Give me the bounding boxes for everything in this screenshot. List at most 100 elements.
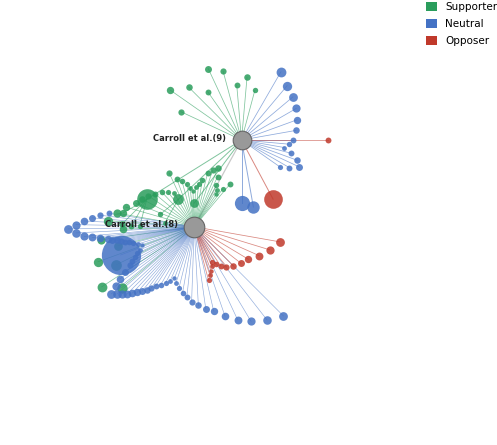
Point [190, 223, 198, 231]
Point [221, 313, 229, 320]
Point [126, 262, 134, 269]
Point [174, 196, 182, 203]
Point [293, 116, 301, 123]
Point [289, 93, 297, 101]
Point [289, 137, 297, 144]
Point [88, 214, 96, 221]
Point [166, 277, 174, 284]
Point [104, 235, 112, 243]
Point [325, 137, 332, 144]
Point [212, 261, 220, 268]
Point [279, 312, 287, 320]
Point [143, 286, 151, 293]
Point [108, 236, 116, 243]
Point [263, 316, 271, 324]
Point [190, 199, 198, 206]
Point [152, 283, 160, 290]
Point [162, 279, 169, 287]
Point [166, 87, 174, 94]
Point [138, 241, 146, 248]
Point [138, 195, 146, 202]
Point [157, 211, 165, 218]
Point [116, 275, 124, 282]
Point [183, 181, 191, 188]
Point [214, 173, 222, 180]
Point [207, 267, 215, 275]
Point [183, 294, 191, 301]
Point [125, 238, 133, 245]
Point [119, 226, 127, 233]
Point [164, 189, 172, 196]
Point [178, 289, 186, 296]
Point [117, 238, 125, 245]
Point [287, 150, 295, 157]
Point [186, 184, 194, 191]
Point [94, 258, 102, 265]
Point [285, 164, 293, 171]
Point [104, 210, 112, 217]
Point [122, 204, 130, 211]
Point [170, 190, 178, 197]
Point [81, 233, 88, 240]
Point [118, 291, 126, 298]
Point [188, 298, 196, 305]
Point [217, 263, 225, 270]
Point [147, 284, 155, 291]
Point [213, 186, 221, 193]
Point [178, 178, 186, 185]
Point [219, 186, 227, 193]
Point [280, 144, 288, 151]
Point [283, 82, 291, 89]
Point [111, 283, 119, 290]
Point [247, 318, 255, 325]
Point [202, 305, 210, 312]
Point [219, 68, 227, 75]
Point [269, 196, 277, 203]
Point [134, 240, 142, 247]
Point [136, 246, 144, 253]
Point [112, 261, 120, 268]
Point [131, 254, 139, 261]
Point [72, 221, 80, 228]
Point [208, 263, 216, 270]
Point [255, 252, 263, 259]
Point [104, 217, 112, 224]
Point [198, 177, 206, 184]
Point [243, 73, 251, 81]
Point [249, 203, 257, 210]
Point [292, 105, 300, 112]
Point [276, 164, 284, 171]
Point [114, 242, 122, 249]
Point [238, 137, 246, 144]
Point [96, 236, 104, 243]
Point [132, 199, 140, 206]
Point [119, 210, 127, 217]
Point [72, 229, 80, 236]
Point [113, 237, 121, 244]
Point [127, 223, 135, 230]
Point [277, 68, 285, 75]
Point [113, 210, 121, 217]
Point [184, 84, 192, 91]
Point [157, 281, 165, 288]
Point [118, 284, 126, 291]
Point [166, 170, 173, 177]
Point [195, 180, 203, 187]
Text: Carroll et al.(9): Carroll et al.(9) [153, 134, 226, 142]
Point [128, 258, 136, 265]
Point [204, 88, 212, 95]
Point [96, 212, 104, 219]
Point [170, 275, 178, 282]
Point [210, 307, 218, 315]
Point [206, 272, 214, 279]
Point [161, 219, 168, 227]
Point [80, 218, 88, 225]
Point [251, 87, 259, 94]
Point [96, 235, 104, 242]
Point [245, 256, 252, 263]
Point [276, 238, 284, 245]
Point [295, 163, 303, 170]
Point [173, 175, 181, 182]
Point [133, 250, 141, 257]
Point [238, 199, 246, 206]
